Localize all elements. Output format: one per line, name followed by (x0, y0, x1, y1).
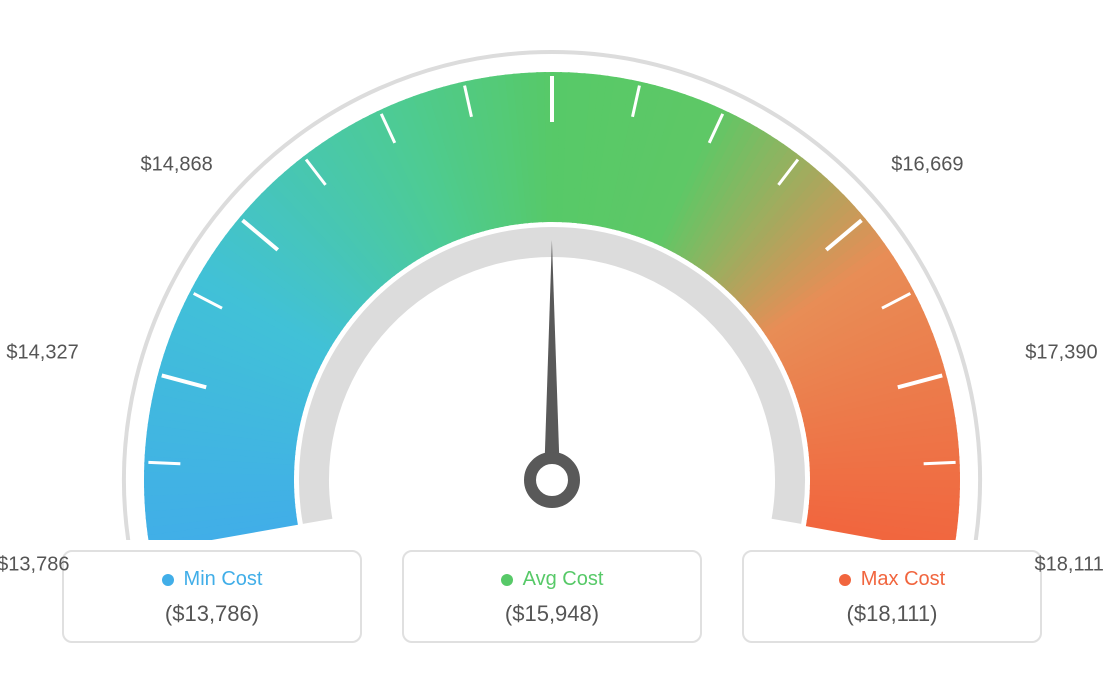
legend-label-avg: Avg Cost (523, 568, 604, 591)
gauge-area: $13,786$14,327$14,868$15,948$16,669$17,3… (0, 0, 1104, 540)
legend-top-max: Max Cost (744, 568, 1040, 591)
legend-label-max: Max Cost (861, 568, 945, 591)
legend-card-min: Min Cost ($13,786) (62, 550, 362, 643)
legend-card-max: Max Cost ($18,111) (742, 550, 1042, 643)
scale-label: $13,786 (0, 554, 69, 577)
gauge-needle (544, 240, 560, 480)
gauge-svg (0, 0, 1104, 540)
gauge-hub (530, 458, 574, 502)
legend-top-avg: Avg Cost (404, 568, 700, 591)
legend-value-min: ($13,786) (64, 601, 360, 627)
legend-value-max: ($18,111) (744, 601, 1040, 627)
scale-label: $17,390 (1025, 342, 1097, 365)
legend-label-min: Min Cost (184, 568, 263, 591)
scale-label: $15,948 (516, 0, 588, 2)
scale-label: $14,868 (140, 154, 212, 177)
scale-label: $14,327 (6, 342, 78, 365)
legend-dot-avg (501, 574, 513, 586)
legend-dot-min (162, 574, 174, 586)
legend-top-min: Min Cost (64, 568, 360, 591)
legend-row: Min Cost ($13,786) Avg Cost ($15,948) Ma… (0, 550, 1104, 643)
legend-dot-max (839, 574, 851, 586)
legend-card-avg: Avg Cost ($15,948) (402, 550, 702, 643)
legend-value-avg: ($15,948) (404, 601, 700, 627)
scale-label: $16,669 (891, 154, 963, 177)
scale-label: $18,111 (1035, 554, 1104, 577)
